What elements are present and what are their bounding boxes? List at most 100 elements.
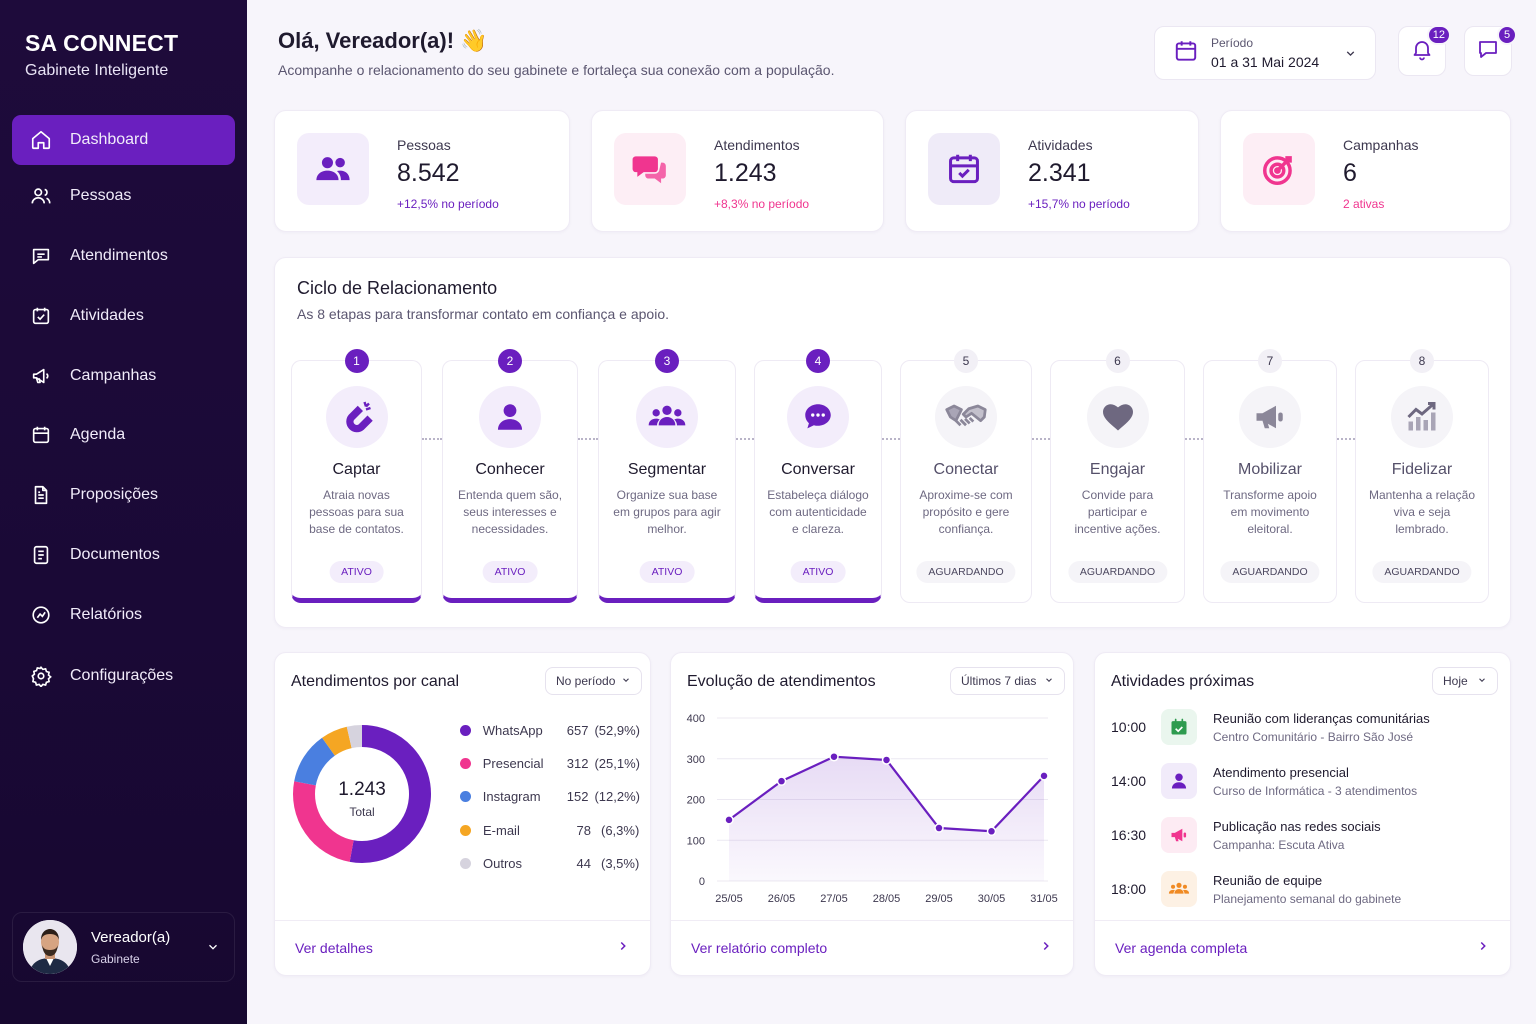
step-description: Convide para participar e incentive açõe… <box>1074 488 1161 536</box>
details-link[interactable]: Ver detalhes <box>295 940 373 956</box>
report-link[interactable]: Ver relatório completo <box>691 940 828 956</box>
card-title: Atividades próximas <box>1111 673 1255 690</box>
users-icon <box>297 133 369 205</box>
data-point[interactable] <box>829 751 839 762</box>
step-name: Engajar <box>1089 461 1146 478</box>
legend-item-instagram: Instagram 152 (12,2%) <box>460 789 640 804</box>
sidebar-item-label: Relatórios <box>70 606 143 623</box>
data-point[interactable] <box>776 776 787 786</box>
dropdown-value: Últimos 7 dias <box>961 674 1037 688</box>
notifications-button[interactable]: 12 <box>1398 25 1451 76</box>
sidebar-item-documentos[interactable]: Documentos <box>12 530 235 580</box>
activity-item[interactable]: 16:30 Publicação nas redes sociais Campa… <box>1111 817 1491 853</box>
chart-period-dropdown[interactable]: Últimos 7 dias <box>950 667 1065 695</box>
step-number: 2 <box>498 349 522 373</box>
channels-period-dropdown[interactable]: No período <box>545 667 642 695</box>
report-icon <box>30 604 52 626</box>
cycle-step-conversar[interactable]: 4 Conversar Estabeleça diálogo com auten… <box>754 349 882 603</box>
sidebar-item-label: Configurações <box>70 667 174 684</box>
sidebar-item-pessoas[interactable]: Pessoas <box>12 171 235 221</box>
data-point[interactable] <box>1039 771 1049 781</box>
calendar-icon <box>30 424 52 446</box>
activity-title: Reunião de equipe <box>1213 872 1323 888</box>
step-number: 3 <box>655 349 679 373</box>
message-icon <box>1476 37 1500 66</box>
step-status-badge: ATIVO <box>482 561 538 583</box>
chat-icon <box>30 245 52 267</box>
cycle-step-segmentar[interactable]: 3 Segmentar Organize sua base em grupos … <box>598 349 736 603</box>
sidebar: SA CONNECT Gabinete Inteligente Dashboar… <box>0 0 247 1024</box>
cycle-step-conhecer[interactable]: 2 Conhecer Entenda quem são, seus intere… <box>442 349 578 603</box>
user-icon <box>1161 763 1197 799</box>
sidebar-item-atividades[interactable]: Atividades <box>12 291 235 341</box>
legend-label: E-mail <box>483 823 520 838</box>
step-number: 4 <box>806 349 830 373</box>
user-info: Vereador(a) Gabinete <box>91 929 170 966</box>
chevron-down-icon <box>1344 47 1357 65</box>
series-area <box>729 756 1044 881</box>
data-point[interactable] <box>934 823 944 833</box>
messages-badge: 5 <box>1497 25 1517 45</box>
step-status-badge: AGUARDANDO <box>1372 561 1472 583</box>
sidebar-item-configuracoes[interactable]: Configurações <box>12 651 235 701</box>
stat-change: +8,3% no período <box>714 197 810 211</box>
section-subtitle: As 8 etapas para transformar contato em … <box>297 306 669 322</box>
agenda-link[interactable]: Ver agenda completa <box>1115 940 1248 956</box>
activity-item[interactable]: 18:00 Reunião de equipe Planejamento sem… <box>1111 871 1491 907</box>
legend-item-outros: Outros 44 (3,5%) <box>460 856 640 871</box>
users-icon <box>30 185 52 207</box>
legend-percent: (6,3%) <box>601 823 640 838</box>
period-selector[interactable]: Período 01 a 31 Mai 2024 <box>1154 26 1376 80</box>
sidebar-item-relatorios[interactable]: Relatórios <box>12 590 235 640</box>
calendar-check-icon <box>1161 709 1197 745</box>
bell-icon <box>1410 37 1434 66</box>
activity-item[interactable]: 10:00 Reunião com lideranças comunitária… <box>1111 709 1491 745</box>
donut-slice-email <box>322 726 353 756</box>
chevron-right-icon[interactable] <box>1039 939 1053 958</box>
donut-slice-presencial <box>293 781 355 862</box>
user-card[interactable]: Vereador(a) Gabinete <box>12 912 235 982</box>
step-status-badge: AGUARDANDO <box>1067 561 1168 583</box>
data-point[interactable] <box>881 755 892 765</box>
chevron-down-icon[interactable] <box>206 940 220 959</box>
cycle-step-mobilizar[interactable]: 7 Mobilizar Transforme apoio em moviment… <box>1203 349 1337 603</box>
donut-total-label: Total <box>349 805 375 819</box>
activity-item[interactable]: 14:00 Atendimento presencial Curso de In… <box>1111 763 1491 799</box>
sidebar-item-agenda[interactable]: Agenda <box>12 410 235 460</box>
activities-period-dropdown[interactable]: Hoje <box>1432 667 1498 695</box>
data-point[interactable] <box>986 826 997 837</box>
sidebar-item-dashboard[interactable]: Dashboard <box>12 115 235 165</box>
legend-label: Presencial <box>482 756 544 771</box>
step-description: Aproxime-se com propósito e gere confian… <box>919 488 1013 536</box>
stat-value: 1.243 <box>714 159 777 187</box>
cycle-step-fidelizar[interactable]: 8 Fidelizar Mantenha a relação viva e se… <box>1355 349 1489 603</box>
chevron-right-icon[interactable] <box>1476 939 1490 958</box>
sidebar-item-campanhas[interactable]: Campanhas <box>12 351 235 401</box>
data-point[interactable] <box>724 815 734 825</box>
user-role: Gabinete <box>91 951 140 966</box>
activity-text: Reunião de equipe Planejamento semanal d… <box>1213 873 1401 906</box>
step-connector <box>578 438 598 440</box>
gear-icon <box>30 665 52 687</box>
chevron-right-icon[interactable] <box>616 939 630 958</box>
page-title: Olá, Vereador(a)! 👋 <box>278 28 488 53</box>
sidebar-item-atendimentos[interactable]: Atendimentos <box>12 231 235 281</box>
x-tick-label: 25/05 <box>715 893 743 905</box>
messages-button[interactable]: 5 <box>1464 25 1517 76</box>
card-footer: Ver relatório completo <box>671 920 1073 975</box>
legend-item-whatsapp: WhatsApp 657 (52,9%) <box>460 723 640 738</box>
sidebar-item-label: Campanhas <box>70 367 157 384</box>
sidebar-item-proposicoes[interactable]: Proposições <box>12 470 235 520</box>
sidebar-item-label: Dashboard <box>70 131 149 148</box>
activity-subtitle: Planejamento semanal do gabinete <box>1213 891 1402 906</box>
brand: SA CONNECT Gabinete Inteligente <box>25 30 178 80</box>
cycle-step-captar[interactable]: 1 Captar Atraia novas pessoas para sua b… <box>291 349 422 603</box>
stat-label: Pessoas <box>397 137 451 153</box>
stat-value: 2.341 <box>1028 159 1091 187</box>
legend-label: Outros <box>483 856 523 871</box>
magnet-icon <box>325 386 388 448</box>
cycle-step-engajar[interactable]: 6 Engajar Convide para participar e ince… <box>1050 349 1185 603</box>
donut-total-value: 1.243 <box>338 779 386 800</box>
cycle-step-conectar[interactable]: 5 Conectar Aproxime-se com propósito e g… <box>900 349 1032 603</box>
period-text: Período 01 a 31 Mai 2024 <box>1211 36 1319 70</box>
